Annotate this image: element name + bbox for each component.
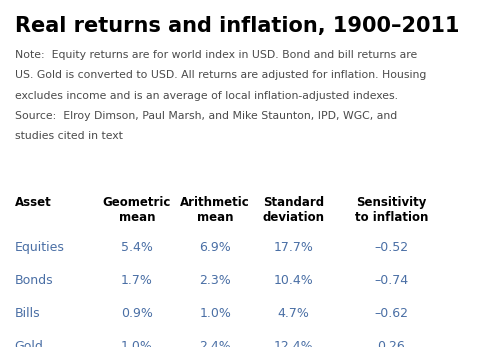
Text: 2.4%: 2.4% [199, 340, 230, 347]
Text: 2.3%: 2.3% [199, 274, 230, 287]
Text: 6.9%: 6.9% [199, 241, 230, 254]
Text: Geometric
mean: Geometric mean [102, 196, 171, 224]
Text: Real returns and inflation, 1900–2011: Real returns and inflation, 1900–2011 [15, 16, 458, 36]
Text: 0.9%: 0.9% [121, 307, 153, 320]
Text: Bills: Bills [15, 307, 40, 320]
Text: Note:  Equity returns are for world index in USD. Bond and bill returns are: Note: Equity returns are for world index… [15, 50, 416, 60]
Text: Asset: Asset [15, 196, 51, 209]
Text: –0.62: –0.62 [373, 307, 407, 320]
Text: Arithmetic
mean: Arithmetic mean [180, 196, 249, 224]
Text: 12.4%: 12.4% [273, 340, 313, 347]
Text: Gold: Gold [15, 340, 43, 347]
Text: 1.0%: 1.0% [199, 307, 231, 320]
Text: –0.52: –0.52 [373, 241, 407, 254]
Text: 0.26: 0.26 [377, 340, 404, 347]
Text: 1.0%: 1.0% [121, 340, 153, 347]
Text: 5.4%: 5.4% [121, 241, 153, 254]
Text: Bonds: Bonds [15, 274, 53, 287]
Text: 4.7%: 4.7% [277, 307, 309, 320]
Text: 10.4%: 10.4% [273, 274, 313, 287]
Text: –0.74: –0.74 [373, 274, 407, 287]
Text: US. Gold is converted to USD. All returns are adjusted for inflation. Housing: US. Gold is converted to USD. All return… [15, 70, 425, 81]
Text: 17.7%: 17.7% [273, 241, 313, 254]
Text: 1.7%: 1.7% [121, 274, 153, 287]
Text: studies cited in text: studies cited in text [15, 131, 122, 141]
Text: Source:  Elroy Dimson, Paul Marsh, and Mike Staunton, IPD, WGC, and: Source: Elroy Dimson, Paul Marsh, and Mi… [15, 111, 396, 121]
Text: Standard
deviation: Standard deviation [262, 196, 324, 224]
Text: excludes income and is an average of local inflation-adjusted indexes.: excludes income and is an average of loc… [15, 91, 397, 101]
Text: Sensitivity
to inflation: Sensitivity to inflation [354, 196, 427, 224]
Text: Equities: Equities [15, 241, 64, 254]
